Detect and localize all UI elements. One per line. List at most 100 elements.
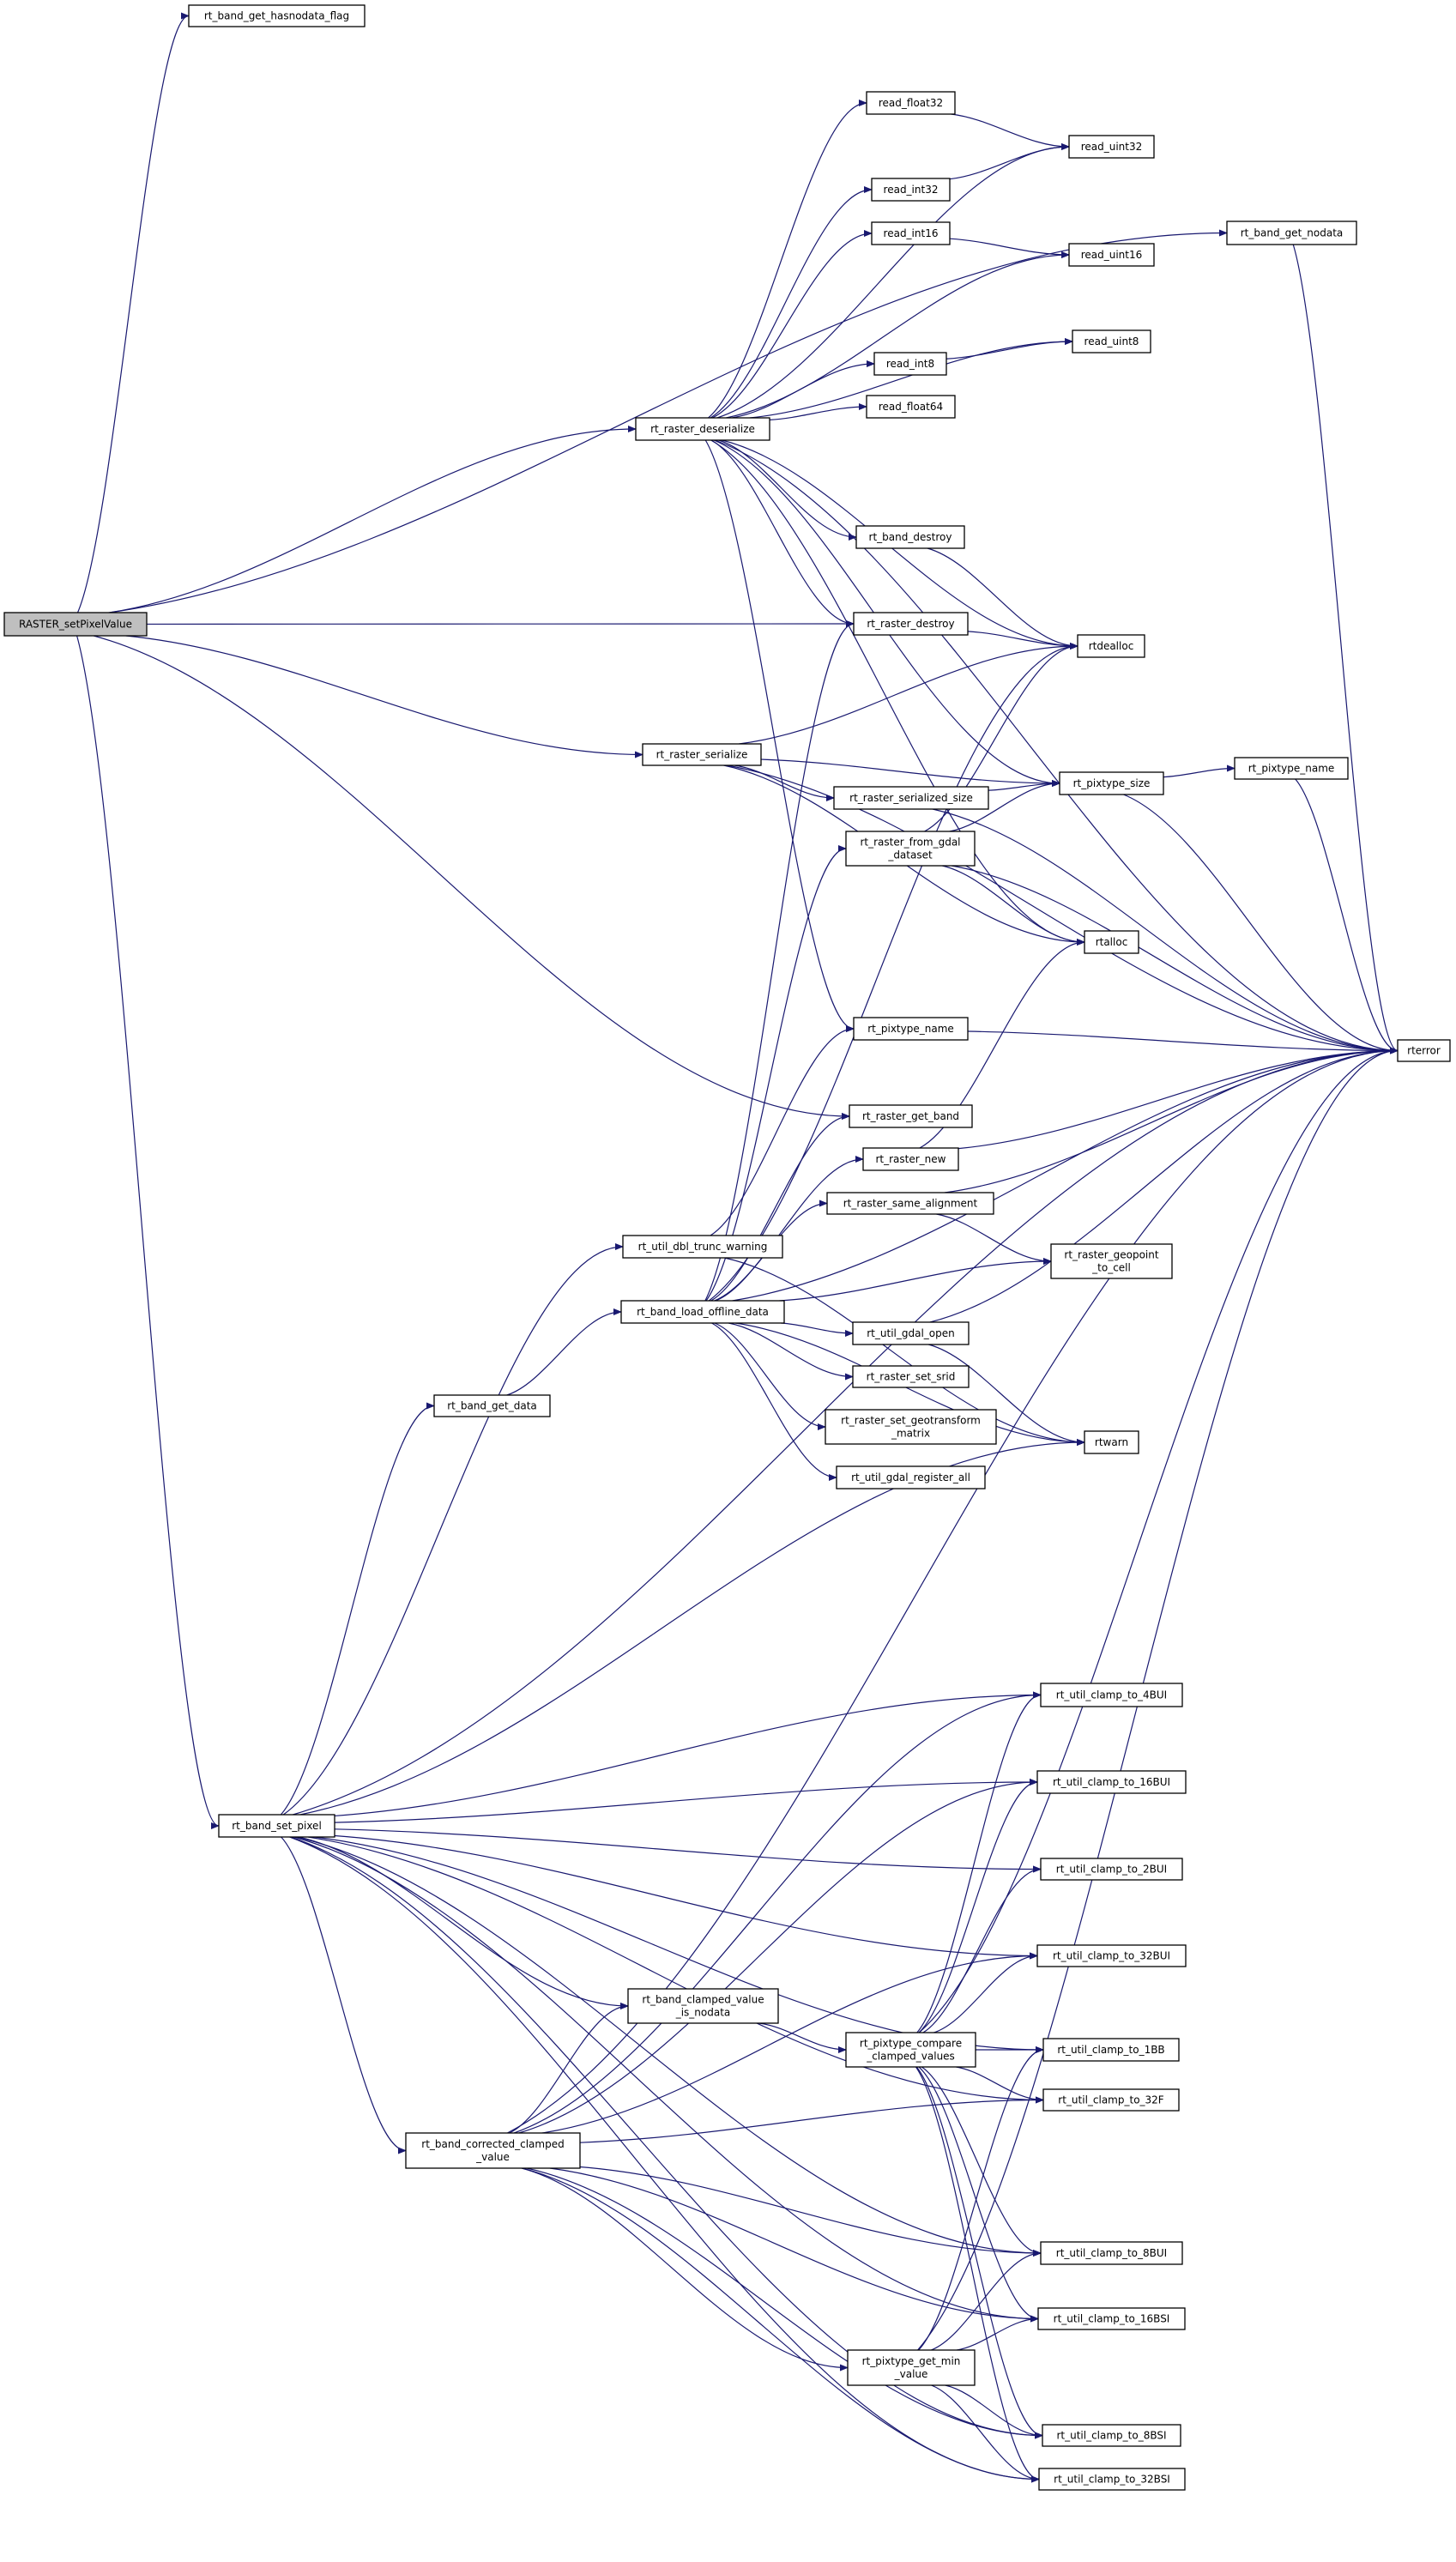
- node-raster-serialize[interactable]: rt_raster_serialize: [642, 743, 762, 766]
- node-rtdealloc[interactable]: rtdealloc: [1077, 634, 1145, 658]
- node-read-uint8[interactable]: read_uint8: [1072, 329, 1151, 353]
- node-box[interactable]: [855, 525, 965, 549]
- node-raster-destroy[interactable]: rt_raster_destroy: [853, 612, 969, 636]
- node-read-uint16[interactable]: read_uint16: [1068, 243, 1155, 267]
- node-clamp-1bb[interactable]: rt_util_clamp_to_1BB: [1042, 2038, 1180, 2062]
- node-box[interactable]: [836, 1465, 986, 1489]
- node-box[interactable]: [1077, 634, 1145, 658]
- node-box[interactable]: [1040, 1683, 1183, 1707]
- node-raster-set-geotransform-matrix[interactable]: rt_raster_set_geotransform_matrix: [825, 1409, 997, 1445]
- node-box[interactable]: [833, 786, 989, 810]
- node-pixtype-compare-clamped-values[interactable]: rt_pixtype_compare_clamped_values: [845, 2032, 976, 2068]
- node-clamp-8bsi[interactable]: rt_util_clamp_to_8BSI: [1042, 2424, 1181, 2447]
- node-box[interactable]: [1084, 1430, 1139, 1454]
- node-raster-deserialize[interactable]: rt_raster_deserialize: [635, 417, 770, 441]
- node-box[interactable]: [1059, 771, 1164, 795]
- node-pixtype-name-a[interactable]: rt_pixtype_name: [1234, 757, 1349, 780]
- node-box[interactable]: [866, 395, 956, 419]
- node-clamp-16bui[interactable]: rt_util_clamp_to_16BUI: [1036, 1770, 1187, 1794]
- node-box[interactable]: [188, 4, 366, 27]
- node-box[interactable]: [1038, 2468, 1186, 2491]
- node-clamp-2bui[interactable]: rt_util_clamp_to_2BUI: [1040, 1858, 1183, 1881]
- node-box[interactable]: [1234, 757, 1349, 780]
- node-raster-serialized-size[interactable]: rt_raster_serialized_size: [833, 786, 989, 810]
- node-clamp-32bsi[interactable]: rt_util_clamp_to_32BSI: [1038, 2468, 1186, 2491]
- node-raster-new[interactable]: rt_raster_new: [862, 1147, 959, 1171]
- node-box[interactable]: [862, 1147, 959, 1171]
- node-rtalloc[interactable]: rtalloc: [1084, 930, 1139, 954]
- node-box[interactable]: [218, 1814, 335, 1838]
- node-band-destroy[interactable]: rt_band_destroy: [855, 525, 965, 549]
- node-box[interactable]: [847, 2349, 976, 2386]
- node-box[interactable]: [3, 612, 148, 637]
- node-rtwarn[interactable]: rtwarn: [1084, 1430, 1139, 1454]
- node-raster-setpixelvalue[interactable]: RASTER_setPixelValue: [3, 612, 148, 637]
- node-box[interactable]: [1042, 2088, 1180, 2112]
- node-box[interactable]: [620, 1300, 785, 1324]
- node-box[interactable]: [825, 1409, 997, 1445]
- node-band-get-nodata[interactable]: rt_band_get_nodata: [1226, 221, 1357, 245]
- node-pixtype-get-min-value[interactable]: rt_pixtype_get_min_value: [847, 2349, 976, 2386]
- node-util-dbl-trunc-warning[interactable]: rt_util_dbl_trunc_warning: [622, 1235, 783, 1259]
- node-raster-from-gdal-dataset[interactable]: rt_raster_from_gdal_dataset: [845, 831, 976, 867]
- node-box[interactable]: [1068, 243, 1155, 267]
- node-box[interactable]: [1040, 1858, 1183, 1881]
- node-box[interactable]: [873, 352, 947, 376]
- node-box[interactable]: [845, 831, 976, 867]
- node-box[interactable]: [1037, 2307, 1186, 2330]
- node-box[interactable]: [866, 91, 956, 115]
- node-read-float64[interactable]: read_float64: [866, 395, 956, 419]
- node-box[interactable]: [852, 1365, 970, 1388]
- node-box[interactable]: [1050, 1243, 1173, 1279]
- node-band-clamped-value-is-nodata[interactable]: rt_band_clamped_value_is_nodata: [627, 1988, 779, 2024]
- node-box[interactable]: [845, 2032, 976, 2068]
- node-box[interactable]: [1072, 329, 1151, 353]
- node-box[interactable]: [1036, 1770, 1187, 1794]
- node-read-float32[interactable]: read_float32: [866, 91, 956, 115]
- node-box[interactable]: [1042, 2424, 1181, 2447]
- node-box[interactable]: [1226, 221, 1357, 245]
- node-band-corrected-clamped-value[interactable]: rt_band_corrected_clamped_value: [405, 2132, 581, 2169]
- node-box[interactable]: [852, 1321, 970, 1345]
- node-util-gdal-register-all[interactable]: rt_util_gdal_register_all: [836, 1465, 986, 1489]
- node-box[interactable]: [1042, 2038, 1180, 2062]
- node-clamp-8bui[interactable]: rt_util_clamp_to_8BUI: [1040, 2241, 1183, 2265]
- node-clamp-4bui[interactable]: rt_util_clamp_to_4BUI: [1040, 1683, 1183, 1707]
- node-box[interactable]: [849, 1104, 973, 1128]
- node-box[interactable]: [622, 1235, 783, 1259]
- node-box[interactable]: [826, 1192, 994, 1215]
- node-pixtype-size[interactable]: rt_pixtype_size: [1059, 771, 1164, 795]
- node-box[interactable]: [627, 1988, 779, 2024]
- node-raster-same-alignment[interactable]: rt_raster_same_alignment: [826, 1192, 994, 1215]
- node-clamp-32bui[interactable]: rt_util_clamp_to_32BUI: [1036, 1944, 1187, 1967]
- node-read-int8[interactable]: read_int8: [873, 352, 947, 376]
- node-box[interactable]: [1036, 1944, 1187, 1967]
- node-box[interactable]: [871, 221, 951, 245]
- node-pixtype-name-b[interactable]: rt_pixtype_name: [853, 1017, 969, 1041]
- node-raster-get-band[interactable]: rt_raster_get_band: [849, 1104, 973, 1128]
- node-box[interactable]: [871, 178, 951, 202]
- node-box[interactable]: [853, 1017, 969, 1041]
- node-box[interactable]: [1084, 930, 1139, 954]
- node-read-uint32[interactable]: read_uint32: [1068, 135, 1155, 159]
- node-box[interactable]: [1040, 2241, 1183, 2265]
- node-clamp-16bsi[interactable]: rt_util_clamp_to_16BSI: [1037, 2307, 1186, 2330]
- node-util-gdal-open[interactable]: rt_util_gdal_open: [852, 1321, 970, 1345]
- node-raster-set-srid[interactable]: rt_raster_set_srid: [852, 1365, 970, 1388]
- node-box[interactable]: [1397, 1039, 1451, 1062]
- node-clamp-32f[interactable]: rt_util_clamp_to_32F: [1042, 2088, 1180, 2112]
- node-box[interactable]: [642, 743, 762, 766]
- node-box[interactable]: [853, 612, 969, 636]
- node-box[interactable]: [1068, 135, 1155, 159]
- node-read-int16[interactable]: read_int16: [871, 221, 951, 245]
- node-band-get-hasnodata-flag[interactable]: rt_band_get_hasnodata_flag: [188, 4, 366, 27]
- node-raster-geopoint-to-cell[interactable]: rt_raster_geopoint_to_cell: [1050, 1243, 1173, 1279]
- node-box[interactable]: [635, 417, 770, 441]
- node-band-get-data[interactable]: rt_band_get_data: [433, 1394, 551, 1417]
- node-rterror[interactable]: rterror: [1397, 1039, 1451, 1062]
- node-read-int32[interactable]: read_int32: [871, 178, 951, 202]
- node-box[interactable]: [405, 2132, 581, 2169]
- node-band-load-offline-data[interactable]: rt_band_load_offline_data: [620, 1300, 785, 1324]
- node-box[interactable]: [433, 1394, 551, 1417]
- node-band-set-pixel[interactable]: rt_band_set_pixel: [218, 1814, 335, 1838]
